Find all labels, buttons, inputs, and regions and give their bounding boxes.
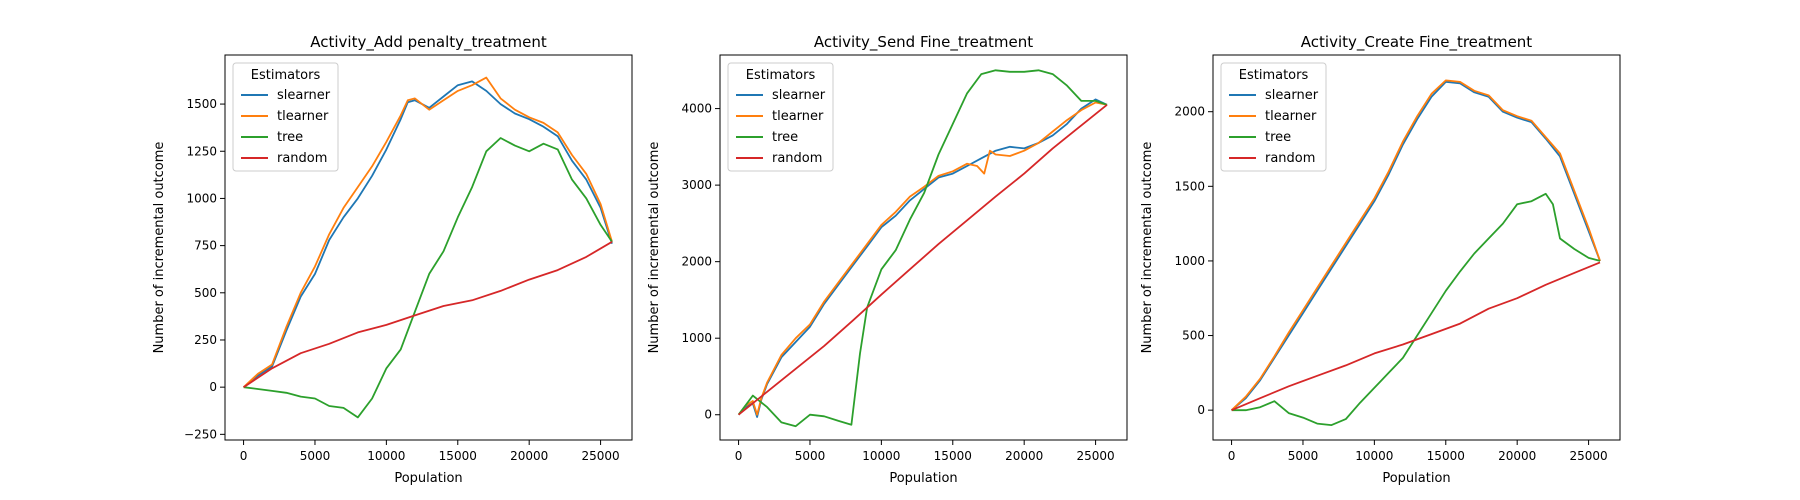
y-tick-label: 4000 [681,102,712,116]
y-tick-label: 250 [194,333,217,347]
y-tick-label: 1500 [1174,179,1205,193]
chart-1: Activity_Add penalty_treatment Populatio… [152,33,633,486]
plot-area [242,76,613,419]
legend-label-tlearner: tlearner [1265,109,1317,124]
axes-frame [719,54,1128,441]
legend-box [232,62,339,172]
plot-area [737,69,1108,428]
series-line-slearner [1231,81,1601,411]
x-tick-label: 0 [240,449,248,463]
x-tick-label: 0 [735,449,743,463]
series-line-tree [1231,192,1601,427]
x-axis-label: Population [394,471,462,486]
legend-title: Estimators [251,68,321,83]
series-line-random [738,104,1108,416]
series-line-tlearner [1230,79,1601,411]
x-tick-label: 5000 [1288,449,1319,463]
y-axis-label: Number of incremental outcome [647,142,662,354]
y-tick-label: −250 [184,427,217,441]
legend-label-random: random [1265,151,1315,166]
legend-label-random: random [772,151,822,166]
x-axis-label: Population [889,471,957,486]
y-tick-label: 0 [704,408,712,422]
legend-box [1220,62,1327,172]
series-line-random [243,241,613,388]
chart-title: Activity_Add penalty_treatment [310,33,547,52]
legend-label-slearner: slearner [277,88,331,103]
x-tick-label: 5000 [300,449,331,463]
x-tick-label: 25000 [1076,449,1114,463]
series-line-tree [243,137,613,419]
x-tick-label: 20000 [1498,449,1536,463]
y-tick-label: 1500 [186,97,217,111]
x-tick-label: 10000 [862,449,900,463]
legend-label-random: random [277,151,327,166]
series-line-random [1231,261,1601,412]
legend: Estimators slearner tlearner tree random [1220,62,1327,172]
legend-label-tlearner: tlearner [277,109,329,124]
legend: Estimators slearner tlearner tree random [232,62,339,172]
y-tick-label: 1000 [1174,254,1205,268]
y-axis-label: Number of incremental outcome [1140,142,1155,354]
legend-title: Estimators [746,68,816,83]
x-axis-label: Population [1382,471,1450,486]
y-tick-label: 750 [194,239,217,253]
x-tick-label: 10000 [367,449,405,463]
legend-label-slearner: slearner [772,88,826,103]
series-line-tree [737,69,1108,428]
y-axis-label: Number of incremental outcome [152,142,167,354]
x-tick-label: 20000 [510,449,548,463]
series-line-tlearner [242,76,613,388]
x-tick-label: 5000 [795,449,826,463]
chart-2: Activity_Send Fine_treatment Population … [647,33,1128,486]
y-tick-label: 0 [1197,403,1205,417]
chart-3: Activity_Create Fine_treatment Populatio… [1140,33,1621,486]
y-tick-label: 2000 [681,255,712,269]
x-tick-label: 15000 [1427,449,1465,463]
legend-label-tree: tree [772,130,798,145]
legend-label-slearner: slearner [1265,88,1319,103]
axes-frame [224,54,633,441]
series-line-tlearner [737,101,1108,416]
chart-title: Activity_Create Fine_treatment [1301,33,1533,52]
x-tick-label: 0 [1228,449,1236,463]
y-tick-label: 500 [194,286,217,300]
legend: Estimators slearner tlearner tree random [727,62,834,172]
legend-title: Estimators [1239,68,1309,83]
y-tick-label: 0 [209,380,217,394]
x-tick-label: 10000 [1355,449,1393,463]
plot-area [1230,79,1601,427]
y-tick-label: 3000 [681,178,712,192]
x-tick-label: 15000 [934,449,972,463]
y-tick-label: 2000 [1174,105,1205,119]
axes-frame [1212,54,1621,441]
legend-box [727,62,834,172]
x-tick-label: 20000 [1005,449,1043,463]
chart-title: Activity_Send Fine_treatment [814,33,1033,52]
legend-label-tlearner: tlearner [772,109,824,124]
legend-label-tree: tree [1265,130,1291,145]
x-tick-label: 25000 [1569,449,1607,463]
y-tick-label: 1250 [186,144,217,158]
x-tick-label: 25000 [581,449,619,463]
y-tick-label: 1000 [186,191,217,205]
legend-label-tree: tree [277,130,303,145]
x-tick-label: 15000 [439,449,477,463]
y-tick-label: 500 [1182,329,1205,343]
y-tick-label: 1000 [681,331,712,345]
